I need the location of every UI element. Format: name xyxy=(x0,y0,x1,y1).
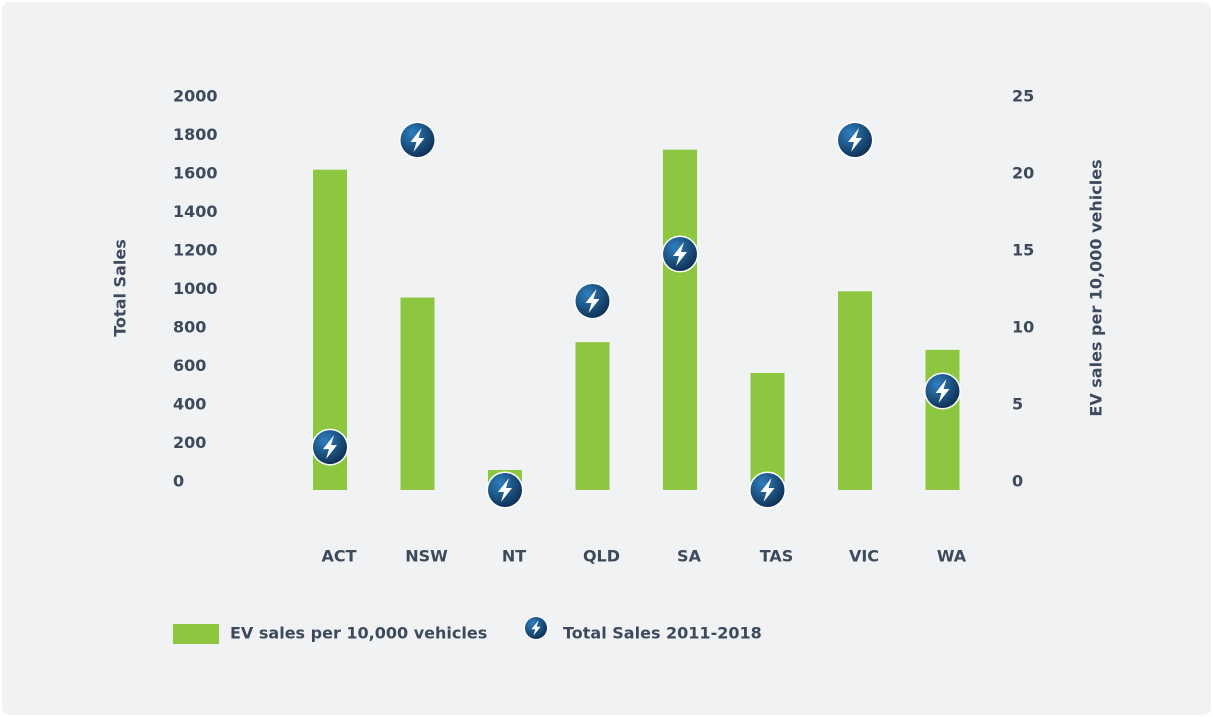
bolt xyxy=(585,288,600,313)
x-tick-label: QLD xyxy=(583,547,620,566)
bolt xyxy=(323,435,337,460)
y-axis-title: Total Sales xyxy=(111,239,130,336)
bar xyxy=(750,372,785,490)
bolt xyxy=(935,379,950,404)
y2-tick-label: 25 xyxy=(1012,87,1034,106)
x-tick-label: NT xyxy=(502,547,526,566)
y2-tick-label: 0 xyxy=(1012,472,1023,491)
marker xyxy=(661,235,699,273)
marker xyxy=(486,471,524,509)
legend-label: EV sales per 10,000 vehicles xyxy=(230,624,487,643)
marker xyxy=(749,471,786,509)
marker xyxy=(836,121,874,159)
y-tick-label: 600 xyxy=(173,356,206,375)
y-tick-label: 1600 xyxy=(173,164,218,183)
y-tick-label: 1400 xyxy=(173,202,218,221)
marker xyxy=(574,282,611,320)
bolt xyxy=(410,128,425,153)
y-tick-label: 1000 xyxy=(173,279,218,298)
bolt xyxy=(760,478,775,502)
icon xyxy=(523,615,549,641)
y2-tick-label: 20 xyxy=(1012,164,1034,183)
y2-tick-label: 5 xyxy=(1012,395,1023,414)
x-tick-label: VIC xyxy=(849,547,879,566)
y2-tick-label: 15 xyxy=(1012,241,1034,260)
legend-label: Total Sales 2011-2018 xyxy=(563,624,762,643)
x-tick-label: ACT xyxy=(321,547,356,566)
bolt xyxy=(673,241,687,266)
x-tick-label: SA xyxy=(677,547,702,566)
bolt xyxy=(848,128,862,153)
legend-swatch xyxy=(173,624,219,644)
x-tick-label: NSW xyxy=(405,547,448,566)
y-tick-label: 400 xyxy=(173,395,206,414)
bar xyxy=(838,291,872,490)
y-tick-label: 1800 xyxy=(173,125,218,144)
bar xyxy=(575,342,610,490)
y-tick-label: 0 xyxy=(173,472,184,491)
x-tick-label: TAS xyxy=(760,547,794,566)
bar xyxy=(663,149,697,490)
y-tick-label: 1200 xyxy=(173,241,218,260)
y-tick-label: 800 xyxy=(173,318,206,337)
bolt xyxy=(498,478,512,502)
marker xyxy=(399,121,436,159)
bar xyxy=(925,349,960,490)
y-tick-label: 2000 xyxy=(173,87,218,106)
x-tick-label: WA xyxy=(937,547,967,566)
bolt xyxy=(531,620,541,636)
bar xyxy=(400,297,435,490)
y2-tick-label: 10 xyxy=(1012,318,1034,337)
y-tick-label: 200 xyxy=(173,433,206,452)
y2-axis-title: EV sales per 10,000 vehicles xyxy=(1087,159,1106,416)
marker xyxy=(924,372,961,410)
marker xyxy=(311,428,349,466)
